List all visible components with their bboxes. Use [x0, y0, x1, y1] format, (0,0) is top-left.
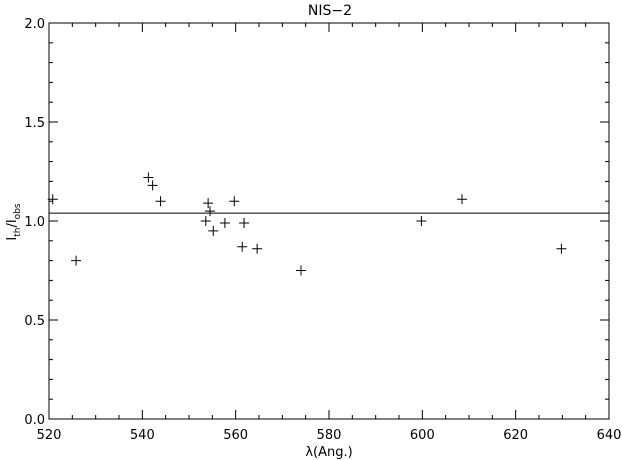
data-point: [239, 217, 250, 228]
x-tick-label: 640: [597, 428, 622, 443]
data-point: [229, 196, 240, 207]
y-tick-label: 2.0: [24, 17, 45, 32]
data-point: [143, 172, 154, 183]
data-point: [203, 198, 214, 209]
data-point: [457, 194, 467, 205]
y-tick-label: 1.5: [24, 116, 45, 131]
axis-ticks: [48, 22, 610, 420]
x-tick-labels: 520 540 560 580 600 620 640: [37, 428, 622, 443]
plot-frame: [48, 22, 610, 420]
data-point: [147, 180, 158, 191]
y-axis-label-sub1: th: [13, 228, 23, 237]
data-point: [208, 225, 219, 236]
x-tick-label: 620: [503, 428, 528, 443]
y-axis-label: Ith/Iobs: [5, 203, 23, 241]
y-tick-labels: 0.0 0.5 1.0 1.5 2.0: [24, 17, 45, 428]
y-axis-label-sub2: obs: [13, 203, 23, 219]
data-point: [155, 196, 166, 207]
x-tick-label: 580: [317, 428, 342, 443]
x-tick-label: 600: [410, 428, 435, 443]
x-tick-label: 560: [223, 428, 248, 443]
data-point: [556, 243, 567, 254]
x-axis-label: λ(Ang.): [305, 445, 352, 460]
data-point: [219, 217, 230, 228]
data-point: [296, 265, 306, 276]
data-point: [47, 194, 58, 205]
data-point: [416, 216, 427, 226]
data-point: [200, 216, 211, 226]
x-tick-label: 540: [130, 428, 155, 443]
data-point: [252, 243, 263, 254]
data-points: [47, 172, 567, 276]
y-tick-label: 0.0: [24, 413, 45, 428]
chart-title: NIS−2: [308, 3, 352, 19]
y-axis-label-sep: /I: [5, 219, 20, 227]
data-point: [71, 255, 82, 266]
data-point: [205, 206, 215, 217]
data-point: [237, 241, 248, 252]
y-axis-label-main: I: [5, 237, 20, 241]
y-tick-label: 0.5: [24, 314, 45, 329]
y-tick-label: 1.0: [24, 215, 45, 230]
x-tick-label: 520: [37, 428, 62, 443]
